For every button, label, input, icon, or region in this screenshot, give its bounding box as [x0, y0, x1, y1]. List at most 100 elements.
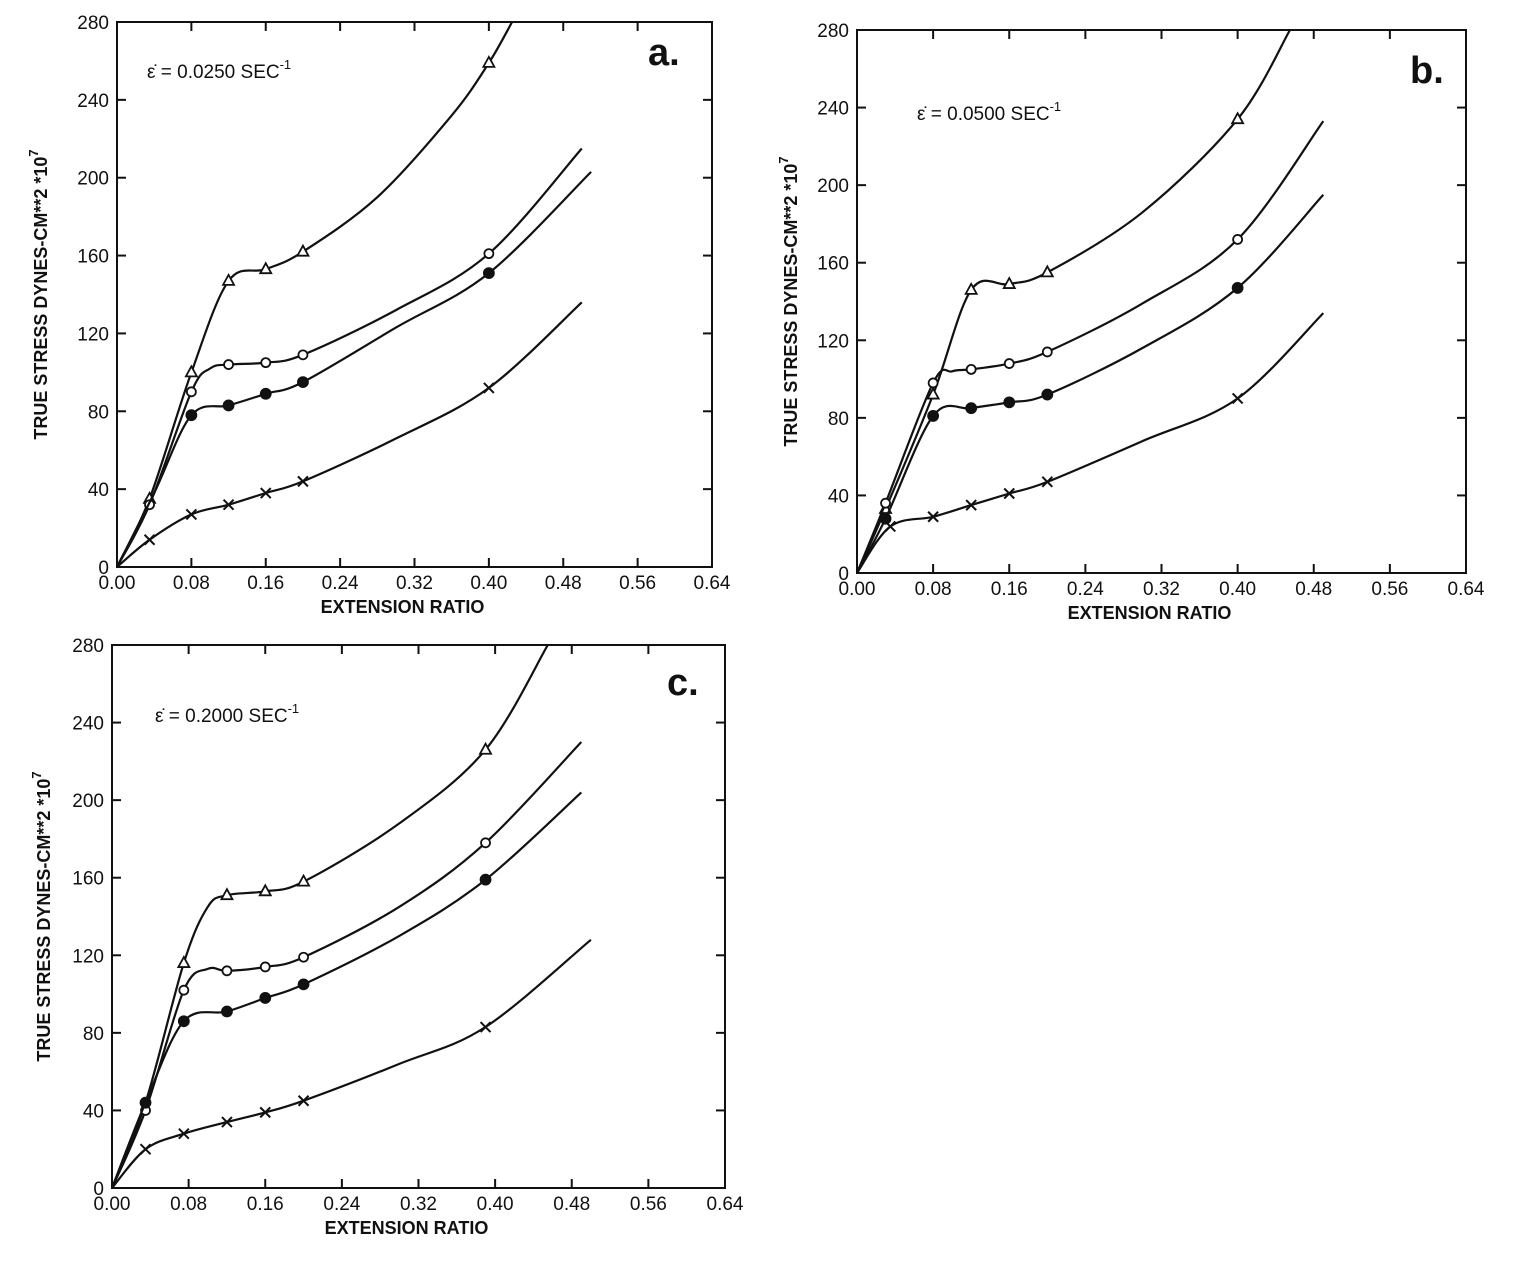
data-point-triangle: [296, 873, 311, 887]
data-point-triangle: [478, 741, 493, 755]
data-point-open-circle: [260, 357, 272, 369]
panel-letter: c.: [667, 662, 699, 704]
y-tick-label: 280: [77, 13, 109, 34]
y-axis-label: TRUE STRESS DYNES-CM**2 *107: [29, 771, 54, 1061]
strain-rate-label: ε̇ = 0.2000 SEC-1: [155, 701, 299, 727]
data-point-open-circle: [1041, 346, 1053, 358]
y-tick-label: 280: [817, 21, 849, 42]
x-tick-label: 0.64: [694, 573, 731, 594]
x-tick-label: 0.00: [839, 579, 876, 600]
x-tick-label: 0.56: [619, 573, 656, 594]
data-point-filled-circle: [139, 1096, 152, 1109]
series-circle: [112, 741, 583, 1188]
data-point-open-circle: [1003, 358, 1015, 369]
data-point-filled-circle: [222, 399, 235, 412]
y-axis-label-text: TRUE STRESS DYNES-CM**2 *10: [781, 164, 801, 447]
series-circle: [117, 147, 583, 567]
panel-a: 0.00 0.08 0.16 0.24 0.32 0.40 0.48 0.56 0.64 0 40 8…: [26, 13, 731, 617]
x-tick-label: 0.40: [1219, 579, 1256, 600]
data-point-triangle: [481, 55, 496, 68]
y-tick-label: 280: [72, 636, 104, 657]
y-tick-label: 80: [88, 402, 109, 423]
series-triangle: [117, 22, 514, 567]
x-tick-label: 0.16: [991, 579, 1028, 600]
strain-rate-text: ε̇ = 0.0250 SEC: [147, 62, 280, 83]
data-point-x: [297, 475, 309, 488]
data-point-filled-circle: [297, 376, 309, 388]
data-point-open-circle: [185, 386, 197, 398]
series-line-dot: [112, 791, 583, 1188]
strain-rate-label: ε̇ = 0.0250 SEC-1: [147, 57, 291, 83]
x-tick-label: 0.40: [470, 573, 507, 594]
data-point-filled-circle: [221, 1005, 233, 1018]
y-tick-label: 200: [72, 791, 104, 812]
y-tick-label: 160: [72, 869, 104, 890]
y-tick-label: 0: [98, 558, 109, 579]
data-point-x: [185, 508, 198, 521]
y-tick-label: 240: [817, 99, 849, 120]
strain-rate-exponent: -1: [280, 57, 292, 72]
series-triangle: [112, 645, 549, 1188]
y-tick-label: 80: [83, 1024, 104, 1045]
panel-letter: a.: [648, 32, 680, 74]
x-tick-label: 0.56: [630, 1194, 667, 1215]
data-point-triangle: [258, 261, 273, 275]
series-line-circle: [117, 147, 583, 567]
data-point-x: [143, 534, 156, 546]
data-point-x: [479, 1021, 492, 1033]
data-point-open-circle: [1232, 234, 1244, 245]
y-axis-label: TRUE STRESS DYNES-CM**2 *107: [26, 149, 51, 439]
data-point-filled-circle: [879, 512, 892, 525]
strain-rate-label: ε̇ = 0.0500 SEC-1: [917, 99, 1061, 125]
series-x: [117, 301, 583, 567]
data-point-filled-circle: [297, 978, 310, 991]
data-point-x: [222, 499, 235, 511]
series-line-x: [112, 938, 592, 1188]
x-tick-label: 0.48: [553, 1194, 590, 1215]
data-point-x: [1041, 476, 1054, 488]
y-axis-label-exponent: 7: [776, 156, 791, 163]
x-tick-label: 0.24: [322, 573, 359, 594]
data-point-x: [1231, 392, 1244, 405]
panel-letter: b.: [1410, 50, 1444, 92]
y-tick-label: 240: [77, 91, 109, 112]
data-point-x: [1003, 487, 1015, 500]
data-point-triangle: [219, 887, 234, 901]
data-point-open-circle: [178, 984, 190, 996]
x-tick-label: 0.24: [323, 1194, 360, 1215]
x-axis-label: EXTENSION RATIO: [1068, 603, 1232, 623]
data-point-filled-circle: [259, 387, 272, 400]
x-tick-label: 0.08: [170, 1194, 207, 1215]
y-axis-label-text: TRUE STRESS DYNES-CM**2 *10: [34, 779, 54, 1062]
x-tick-label: 0.48: [1295, 579, 1332, 600]
series-line-dot: [857, 194, 1325, 573]
x-tick-label: 0.08: [173, 573, 210, 594]
data-point-x: [260, 487, 272, 499]
x-tick-label: 0.48: [545, 573, 582, 594]
data-point-open-circle: [298, 951, 309, 963]
data-point-open-circle: [259, 961, 271, 973]
y-tick-label: 160: [817, 254, 849, 275]
y-tick-label: 200: [77, 169, 109, 190]
data-point-triangle: [926, 386, 941, 400]
data-point-filled-circle: [1231, 282, 1244, 294]
data-point-triangle: [221, 273, 236, 286]
x-tick-label: 0.32: [400, 1194, 437, 1215]
data-point-x: [483, 382, 495, 394]
data-point-x: [221, 1116, 233, 1128]
x-tick-label: 0.16: [247, 1194, 284, 1215]
data-point-filled-circle: [177, 1015, 190, 1028]
y-tick-label: 160: [77, 247, 109, 268]
data-point-triangle: [176, 955, 191, 968]
data-point-triangle: [184, 364, 199, 378]
y-tick-label: 120: [77, 324, 109, 345]
x-axis-label: EXTENSION RATIO: [325, 1218, 489, 1238]
y-tick-label: 120: [817, 331, 849, 352]
data-point-filled-circle: [927, 410, 940, 422]
data-point-open-circle: [221, 965, 233, 977]
x-tick-label: 0.64: [1448, 579, 1485, 600]
series-dot: [117, 171, 592, 567]
panel-c: 0.00 0.08 0.16 0.24 0.32 0.40 0.48 0.56 0.64 0 40 8…: [29, 636, 744, 1238]
y-tick-label: 0: [838, 564, 849, 585]
